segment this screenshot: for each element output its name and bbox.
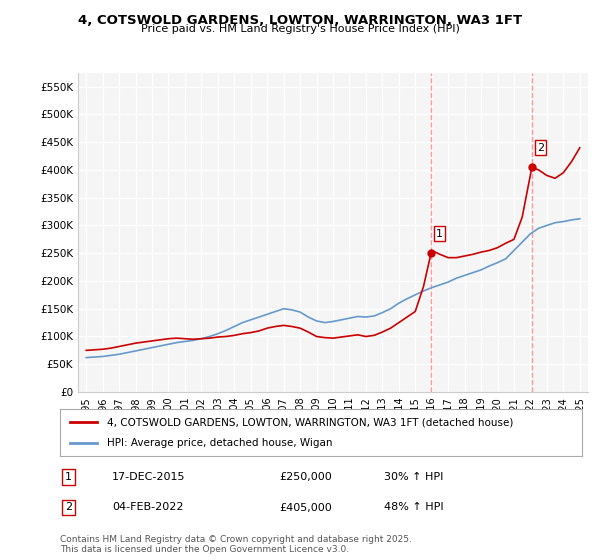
Text: 4, COTSWOLD GARDENS, LOWTON, WARRINGTON, WA3 1FT: 4, COTSWOLD GARDENS, LOWTON, WARRINGTON,… <box>78 14 522 27</box>
Text: 04-FEB-2022: 04-FEB-2022 <box>112 502 184 512</box>
Text: £250,000: £250,000 <box>279 472 332 482</box>
Text: 4, COTSWOLD GARDENS, LOWTON, WARRINGTON, WA3 1FT (detached house): 4, COTSWOLD GARDENS, LOWTON, WARRINGTON,… <box>107 417 514 427</box>
Text: Price paid vs. HM Land Registry's House Price Index (HPI): Price paid vs. HM Land Registry's House … <box>140 24 460 34</box>
Text: 30% ↑ HPI: 30% ↑ HPI <box>383 472 443 482</box>
Text: HPI: Average price, detached house, Wigan: HPI: Average price, detached house, Wiga… <box>107 438 332 448</box>
Text: 1: 1 <box>436 228 443 239</box>
Text: £405,000: £405,000 <box>279 502 332 512</box>
Text: 1: 1 <box>65 472 72 482</box>
Text: 17-DEC-2015: 17-DEC-2015 <box>112 472 186 482</box>
Text: 2: 2 <box>537 142 544 152</box>
Text: Contains HM Land Registry data © Crown copyright and database right 2025.
This d: Contains HM Land Registry data © Crown c… <box>60 535 412 554</box>
Text: 2: 2 <box>65 502 73 512</box>
Text: 48% ↑ HPI: 48% ↑ HPI <box>383 502 443 512</box>
